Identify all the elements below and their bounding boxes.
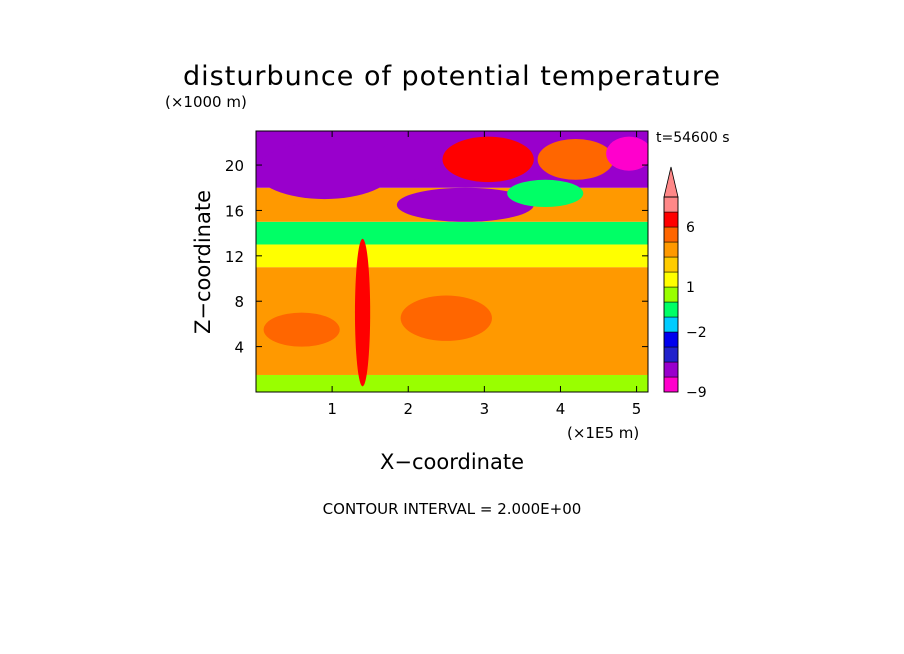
colorbar-tick-label: 6	[686, 220, 695, 236]
colorbar-segment	[663, 196, 679, 213]
colorbar-segment	[663, 361, 679, 378]
heatmap-cell-5	[606, 136, 648, 171]
time-label: t=54600 s	[656, 130, 730, 146]
x-axis-label: X−coordinate	[380, 450, 524, 474]
colorbar-segment	[663, 301, 679, 318]
heatmap-cell-6	[507, 179, 584, 208]
colorbar-tick-label: −2	[686, 325, 707, 341]
y-axis-label: Z−coordinate	[191, 190, 215, 334]
x-tick-label: 5	[632, 400, 642, 418]
colorbar-segment	[663, 241, 679, 258]
colorbar-segment	[663, 211, 679, 228]
x-tick-label: 1	[327, 400, 337, 418]
y-tick-label: 16	[225, 202, 244, 220]
heatmap-cell-7	[263, 312, 340, 347]
y-tick-label: 12	[225, 248, 244, 266]
x-tick-label: 2	[403, 400, 413, 418]
y-tick-label: 8	[234, 293, 244, 311]
chart-title: disturbunce of potential temperature	[183, 61, 721, 92]
heatmap-cell-8	[400, 295, 492, 341]
colorbar-segment	[663, 226, 679, 243]
colorbar-frame	[663, 196, 679, 393]
heatmap-cell-0	[256, 142, 394, 200]
heatmap-band-0	[256, 374, 648, 392]
heatmap-cell-2	[396, 187, 534, 222]
plot-area	[256, 131, 648, 392]
heatmap-cell-1	[377, 138, 439, 180]
x-tick-label: 3	[480, 400, 490, 418]
colorbar-extend-arrow	[663, 166, 679, 198]
colorbar-tick-label: 1	[686, 280, 695, 296]
colorbar-segment	[663, 286, 679, 303]
colorbar-segment	[663, 256, 679, 273]
heatmap-band-2	[256, 244, 648, 268]
heatmap-cell-3	[442, 136, 534, 183]
plot-frame	[255, 130, 649, 393]
x-tick-label: 4	[556, 400, 566, 418]
colorbar-segment	[663, 346, 679, 363]
colorbar-segment	[663, 316, 679, 333]
heatmap-cell-4	[537, 138, 614, 180]
contour-interval-label: CONTOUR INTERVAL = 2.000E+00	[323, 500, 582, 518]
colorbar-segment	[663, 331, 679, 348]
colorbar-segment	[663, 376, 679, 393]
y-tick-label: 4	[234, 339, 244, 357]
y-axis-ticks: 4 8 12 16 20	[225, 157, 648, 357]
x-unit-label: (×1E5 m)	[567, 424, 639, 442]
colorbar-segment	[663, 271, 679, 288]
colorbar	[663, 166, 679, 393]
heatmap-cell-9	[354, 238, 371, 387]
colorbar-tick-label: −9	[686, 385, 707, 401]
y-unit-label: (×1000 m)	[165, 93, 247, 111]
colorbar-labels: 6 1 −2 −9	[686, 220, 707, 401]
x-axis-ticks: 1 2 3 4 5	[327, 131, 641, 418]
heatmap-band-3	[256, 221, 648, 245]
y-tick-label: 20	[225, 157, 244, 175]
